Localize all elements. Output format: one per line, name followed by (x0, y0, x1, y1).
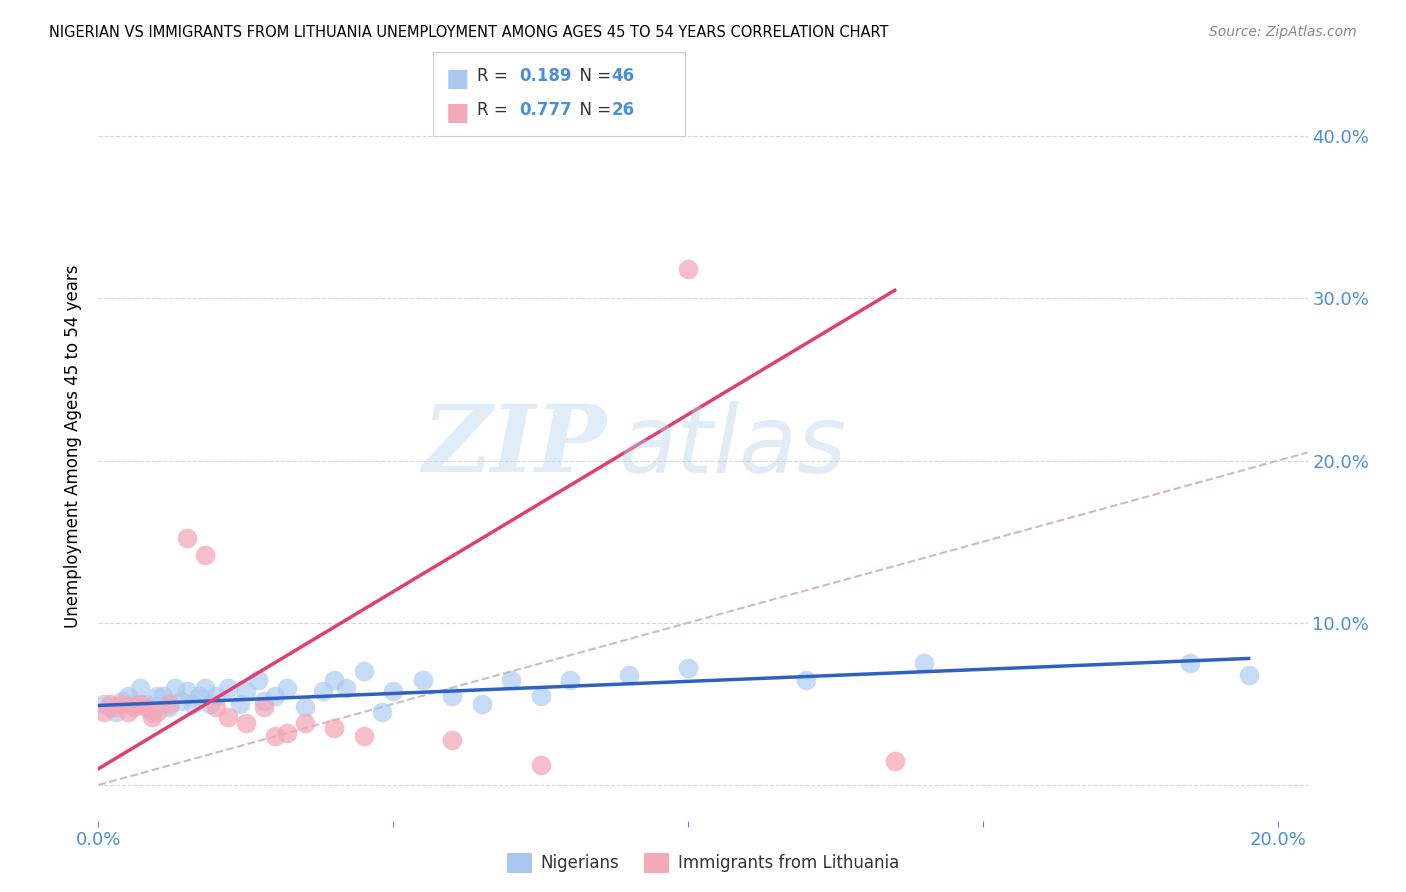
Text: N =: N = (569, 101, 617, 119)
Text: R =: R = (477, 67, 513, 85)
Point (194, 681, 217, 695)
Point (229, 697, 252, 711)
Point (678, 661, 700, 675)
Point (98, 700, 121, 714)
Point (530, 758, 553, 772)
Point (152, 689, 174, 703)
Point (217, 710, 239, 724)
Point (471, 697, 494, 711)
Point (441, 689, 464, 703)
Point (353, 729, 375, 743)
Point (117, 705, 139, 719)
Text: ■: ■ (446, 101, 470, 125)
Point (146, 689, 169, 703)
Point (441, 732, 464, 747)
Point (200, 697, 222, 711)
Point (187, 689, 209, 703)
Point (335, 681, 357, 695)
Point (93, 697, 115, 711)
Point (264, 729, 287, 743)
Point (235, 716, 257, 731)
Text: 0.777: 0.777 (519, 101, 572, 119)
Point (678, 262, 700, 277)
Point (619, 667, 641, 681)
Point (311, 684, 333, 698)
Point (93, 705, 115, 719)
Point (276, 681, 298, 695)
Point (912, 657, 935, 671)
Point (98, 697, 121, 711)
Text: NIGERIAN VS IMMIGRANTS FROM LITHUANIA UNEMPLOYMENT AMONG AGES 45 TO 54 YEARS COR: NIGERIAN VS IMMIGRANTS FROM LITHUANIA UN… (49, 25, 889, 40)
Text: N =: N = (569, 67, 617, 85)
Point (323, 721, 346, 735)
Text: 26: 26 (612, 101, 634, 119)
Point (794, 673, 817, 687)
Point (1178, 657, 1201, 671)
Point (176, 684, 198, 698)
Point (170, 693, 193, 707)
Text: ■: ■ (446, 67, 470, 91)
Point (205, 700, 228, 714)
Text: 46: 46 (612, 67, 634, 85)
Point (181, 697, 204, 711)
Y-axis label: Unemployment Among Ages 45 to 54 years: Unemployment Among Ages 45 to 54 years (65, 264, 83, 628)
Point (382, 684, 405, 698)
Point (146, 705, 169, 719)
Point (252, 693, 274, 707)
Text: atlas: atlas (619, 401, 846, 491)
Point (117, 689, 139, 703)
Point (135, 700, 157, 714)
Point (122, 700, 145, 714)
Point (111, 697, 134, 711)
Point (135, 697, 157, 711)
Point (105, 700, 128, 714)
Point (323, 673, 346, 687)
Point (111, 693, 134, 707)
Point (1237, 667, 1260, 681)
Point (122, 697, 145, 711)
Point (560, 673, 582, 687)
Point (412, 673, 434, 687)
Text: 0.189: 0.189 (519, 67, 571, 85)
Point (264, 689, 287, 703)
Text: Source: ZipAtlas.com: Source: ZipAtlas.com (1209, 25, 1357, 39)
Point (294, 716, 316, 731)
Point (128, 697, 150, 711)
Point (217, 681, 239, 695)
Point (141, 710, 163, 724)
Point (252, 700, 274, 714)
Point (194, 548, 217, 562)
Point (246, 673, 269, 687)
Text: ZIP: ZIP (422, 401, 606, 491)
Legend: Nigerians, Immigrants from Lithuania: Nigerians, Immigrants from Lithuania (501, 847, 905, 880)
Point (105, 705, 128, 719)
Point (176, 532, 198, 546)
Point (235, 684, 257, 698)
Point (370, 705, 392, 719)
Point (141, 705, 163, 719)
Point (128, 681, 150, 695)
Text: R =: R = (477, 101, 513, 119)
Point (165, 681, 187, 695)
Point (205, 689, 228, 703)
Point (883, 754, 905, 768)
Point (501, 673, 523, 687)
Point (276, 726, 298, 740)
Point (294, 700, 316, 714)
Point (157, 700, 180, 714)
Point (157, 697, 180, 711)
Point (530, 689, 553, 703)
Point (353, 665, 375, 679)
